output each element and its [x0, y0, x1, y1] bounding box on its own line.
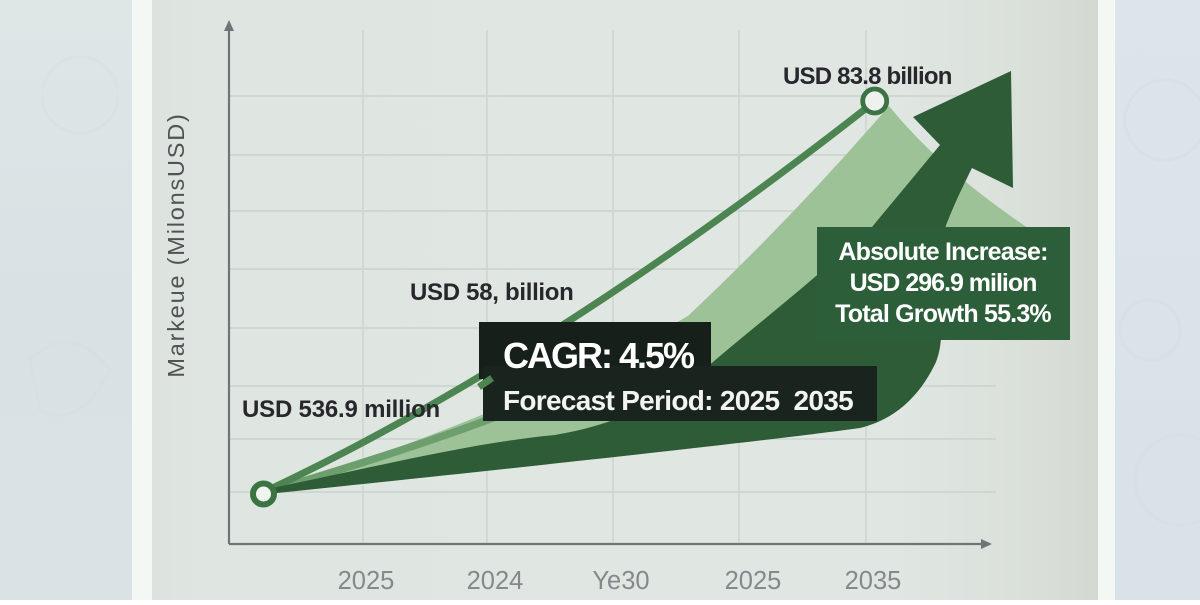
svg-text:USD 296.9 milion: USD 296.9 milion — [850, 269, 1037, 297]
svg-text:CAGR: 4.5%: CAGR: 4.5% — [503, 335, 695, 376]
svg-text:Markeue (MilonsUSD): Markeue (MilonsUSD) — [163, 112, 189, 377]
svg-text:Absolute Increase:: Absolute Increase: — [838, 238, 1047, 266]
svg-text:2024: 2024 — [467, 567, 524, 595]
svg-text:Ye30: Ye30 — [592, 567, 649, 595]
svg-text:Forecast Period: 2025 2035: Forecast Period: 2025 2035 — [503, 385, 853, 416]
svg-text:USD 58, billion: USD 58, billion — [410, 279, 574, 306]
svg-text:2025: 2025 — [338, 567, 395, 595]
svg-text:USD 536.9 million: USD 536.9 million — [242, 396, 440, 423]
svg-text:2025: 2025 — [725, 567, 782, 595]
svg-text:2035: 2035 — [845, 567, 902, 595]
svg-text:Total Growth 55.3%: Total Growth 55.3% — [835, 300, 1051, 328]
svg-text:USD 83.8 billion: USD 83.8 billion — [783, 63, 952, 90]
